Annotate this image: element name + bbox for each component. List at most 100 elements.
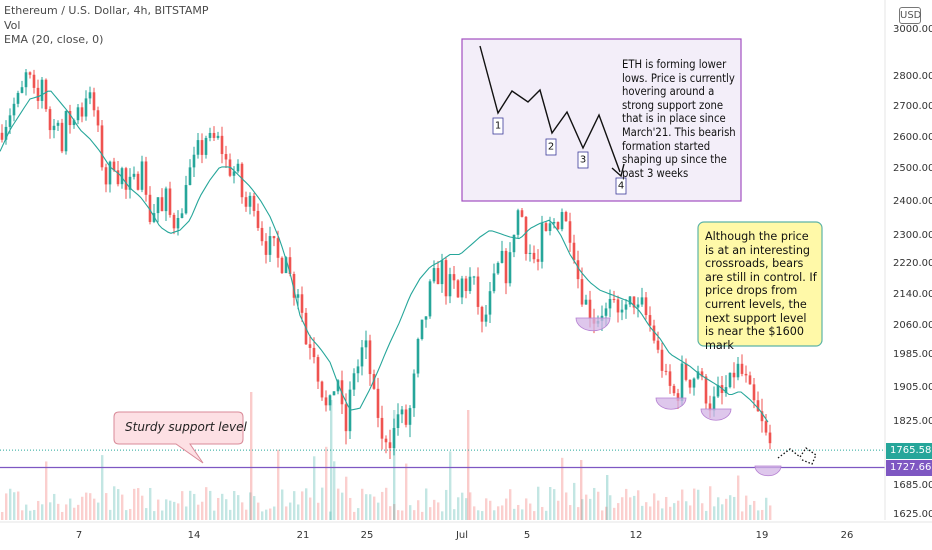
volume-bar — [93, 498, 96, 520]
candle — [752, 377, 756, 409]
volume-bar — [701, 503, 704, 520]
candle — [520, 207, 524, 218]
volume-bar — [673, 503, 676, 520]
volume-bar — [417, 500, 420, 520]
candle — [208, 127, 212, 142]
overlays — [0, 38, 885, 477]
volume-bars — [1, 392, 772, 520]
candle — [196, 132, 200, 159]
candle — [192, 146, 196, 178]
volume-bar — [377, 502, 380, 520]
candle — [724, 375, 728, 397]
volume-bar — [409, 505, 412, 520]
volume-bar — [309, 497, 312, 520]
volume-bar — [641, 505, 644, 520]
candle — [184, 175, 188, 215]
volume-bar — [145, 508, 148, 520]
volume-bar — [545, 510, 548, 520]
candle — [556, 221, 560, 230]
candle — [488, 281, 492, 324]
volume-bar — [565, 492, 568, 520]
candle — [64, 110, 68, 155]
volume-bar — [541, 506, 544, 520]
volume-bar — [101, 455, 104, 520]
candle — [60, 118, 64, 154]
volume-bar — [349, 497, 352, 520]
volume-bar — [481, 511, 484, 520]
volume-bar — [281, 489, 284, 520]
wave-label-box — [615, 177, 627, 195]
volume-bar — [13, 492, 16, 520]
support-callout-text: Sturdy support level — [125, 420, 247, 434]
candle — [216, 131, 220, 140]
candle — [360, 339, 364, 376]
volume-bar — [333, 461, 336, 520]
candle — [484, 305, 488, 327]
volume-bar — [397, 510, 400, 520]
volume-bar — [433, 499, 436, 520]
volume-bar — [369, 494, 372, 520]
volume-bar — [253, 496, 256, 520]
volume-bar — [277, 449, 280, 520]
lower-lows-note: ETH is forming lower lows. Price is curr… — [622, 58, 736, 180]
volume-bar — [625, 488, 628, 520]
candle — [616, 295, 620, 323]
candle — [260, 221, 264, 246]
candle — [12, 97, 16, 122]
candle — [400, 406, 404, 424]
volume-bar — [401, 510, 404, 520]
volume-bar — [237, 495, 240, 520]
candle — [692, 377, 696, 396]
volume-bar — [393, 504, 396, 520]
price-tick-label: 1825.00 — [893, 416, 932, 427]
price-tick-label: 2220.00 — [893, 258, 932, 269]
volume-bar — [169, 500, 172, 520]
wave-label-box — [577, 151, 589, 169]
candle — [236, 159, 240, 174]
time-tick-label: 19 — [755, 530, 769, 541]
wave-label-4: 4 — [617, 180, 625, 192]
candle — [332, 391, 336, 396]
wave-label-box — [545, 138, 557, 156]
candle — [548, 216, 552, 236]
candle — [24, 68, 28, 96]
volume-bar — [637, 490, 640, 520]
volume-bar — [601, 510, 604, 520]
candle — [244, 191, 248, 212]
candle — [612, 290, 616, 303]
candle — [248, 192, 252, 215]
candle — [56, 120, 60, 132]
candle — [640, 287, 644, 307]
candle — [272, 235, 276, 247]
volume-bar — [737, 475, 740, 520]
volume-bar — [141, 495, 144, 520]
volume-bar — [97, 502, 100, 520]
volume-bar — [229, 509, 232, 520]
low-arc — [754, 465, 782, 477]
candle — [152, 203, 156, 224]
volume-bar — [181, 491, 184, 520]
candle — [40, 76, 44, 109]
crossroads-note-box — [697, 221, 823, 347]
crossroads-note: Although the price is at an interesting … — [705, 230, 817, 352]
volume-bar — [609, 495, 612, 520]
currency-badge[interactable]: USD — [899, 7, 921, 24]
candle — [536, 249, 540, 271]
candle — [364, 330, 368, 359]
volume-bar — [741, 511, 744, 520]
volume-bar — [241, 502, 244, 520]
volume-bar — [617, 503, 620, 520]
volume-bar — [261, 511, 264, 520]
volume-bar — [345, 476, 348, 520]
volume-bar — [485, 498, 488, 520]
candle — [140, 155, 144, 193]
volume-bar — [61, 511, 64, 520]
candle — [700, 368, 704, 381]
candle — [32, 69, 36, 94]
time-tick-label: 12 — [629, 530, 643, 541]
volume-bar — [205, 487, 208, 520]
volume-bar — [65, 504, 68, 520]
volume-bar — [681, 489, 684, 520]
volume-bar — [477, 510, 480, 520]
